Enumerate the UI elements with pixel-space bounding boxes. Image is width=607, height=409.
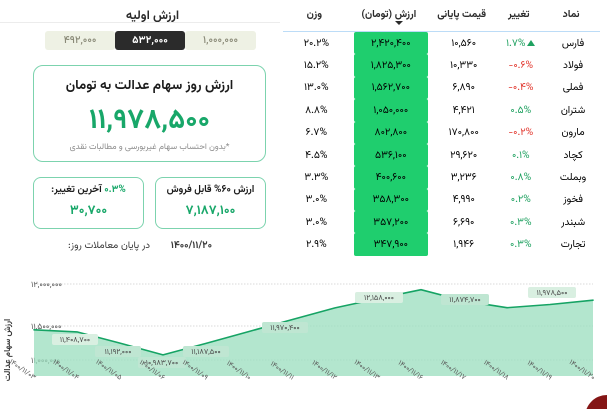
svg-text:۱۱,۹۷۰,۴۰۰: ۱۱,۹۷۰,۴۰۰: [270, 323, 299, 335]
svg-text:۱۱,۹۷۸,۵۰۰: ۱۱,۹۷۸,۵۰۰: [537, 288, 568, 300]
svg-text:۱۱,۱۹۲,۰۰۰: ۱۱,۱۹۲,۰۰۰: [105, 347, 132, 359]
svg-text:ارزش سهام عدالت: ارزش سهام عدالت: [1, 319, 15, 382]
svg-text:۱۱,۴۰۸,۷۰۰: ۱۱,۴۰۸,۷۰۰: [60, 335, 90, 347]
svg-text:۱۱,۸۷۴,۷۰۰: ۱۱,۸۷۴,۷۰۰: [449, 295, 481, 307]
svg-text:۱۲,۰۰۰,۰۰۰: ۱۲,۰۰۰,۰۰۰: [31, 279, 62, 292]
svg-text:۱۱,۱۸۷,۵۰۰: ۱۱,۱۸۷,۵۰۰: [191, 347, 220, 359]
svg-text:۱۲,۱۵۸,۰۰۰: ۱۲,۱۵۸,۰۰۰: [364, 293, 394, 305]
